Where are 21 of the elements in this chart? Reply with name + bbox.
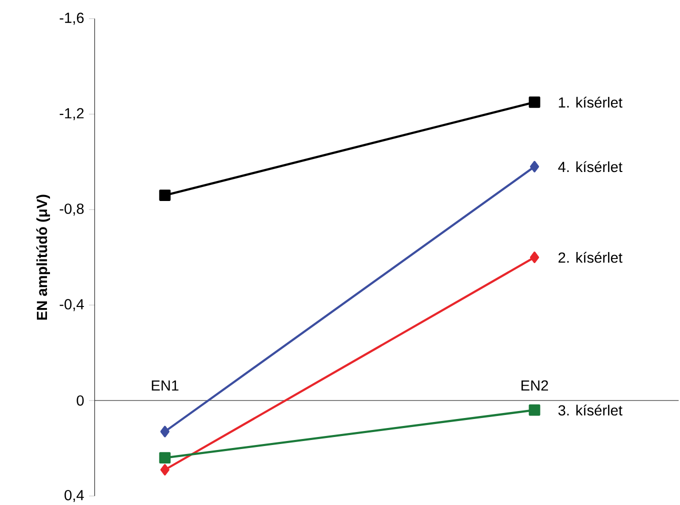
point [160,426,170,438]
series-label: 3. kísérlet [558,404,622,416]
x-tick-label: EN1 [152,380,178,390]
point [160,464,170,476]
x-tick-label: EN2 [522,380,548,390]
series-label: 4. kísérlet [558,161,622,172]
y-tick-label: -1,6 [60,12,84,25]
y-axis-title: EN amplitúdó (μV) [36,194,50,320]
y-tick-label: 0 [76,395,84,406]
y-tick-label: -0,8 [60,203,84,216]
point [528,404,540,416]
point [159,452,171,464]
y-tick-label: 0,4 [64,490,84,502]
point [530,251,540,263]
y-tick-label: -1,2 [60,108,84,120]
point [530,160,540,172]
point [159,189,171,201]
series-label: 2. kísérlet [558,252,622,263]
y-tick-label: -0,4 [60,298,84,311]
point [528,96,540,108]
series-label: 1. kísérlet [558,96,622,108]
